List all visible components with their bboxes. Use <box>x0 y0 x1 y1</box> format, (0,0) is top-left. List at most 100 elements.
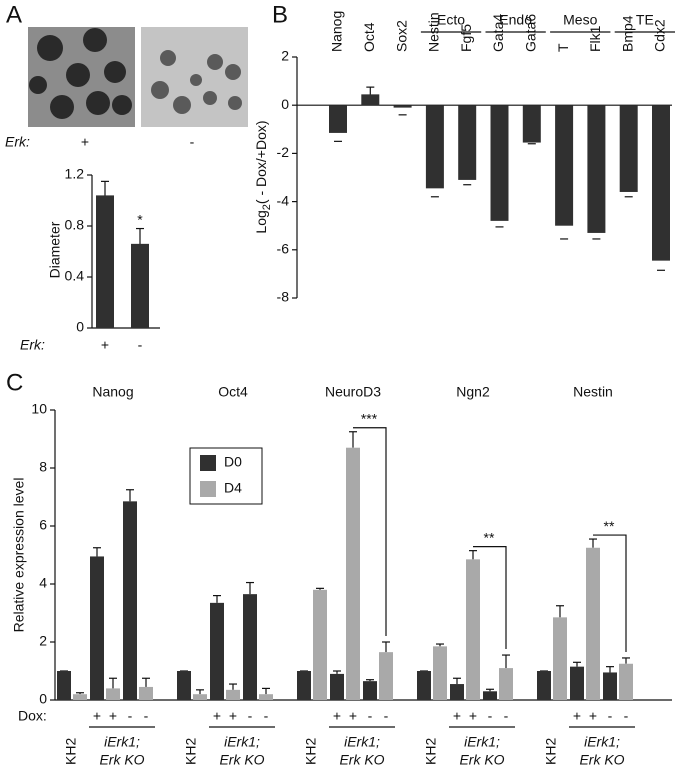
dox-label: - <box>488 708 493 724</box>
bar <box>259 694 273 700</box>
bar <box>363 681 377 700</box>
dox-label: - <box>608 708 613 724</box>
bar <box>425 105 444 189</box>
bar <box>243 594 257 700</box>
y-tick-label: 0.8 <box>65 217 85 233</box>
legend-swatch <box>200 455 216 471</box>
x-tick-label: - <box>138 337 143 353</box>
bar <box>57 671 71 700</box>
spheroids-plus <box>29 28 132 119</box>
y-axis-label: Log2( - Dox/+Dox) <box>253 120 273 233</box>
bar <box>361 94 380 106</box>
dox-label: - <box>368 708 373 724</box>
bar <box>433 646 447 700</box>
bar <box>346 447 360 700</box>
x-tick-label: Gata6 <box>523 14 539 52</box>
bar <box>555 105 574 226</box>
x-tick-label: Oct4 <box>361 22 377 52</box>
y-tick-label: 6 <box>39 517 47 533</box>
bar <box>586 547 600 700</box>
strain-label: iErk1; <box>224 734 260 750</box>
x-tick-label: Gata4 <box>490 14 506 52</box>
dox-label: + <box>93 708 101 724</box>
dox-label: + <box>333 708 341 724</box>
y-tick-label: -6 <box>277 241 290 257</box>
gene-title: Nestin <box>573 384 613 400</box>
image-label: - <box>190 134 195 150</box>
dox-label: - <box>144 708 149 724</box>
dox-label: + <box>573 708 581 724</box>
x-tick-label: Bmp4 <box>619 15 635 52</box>
panel-label: A <box>6 1 22 28</box>
bar <box>466 559 480 700</box>
bar <box>499 668 513 700</box>
bar <box>417 671 431 700</box>
image-label: + <box>81 134 89 150</box>
bar <box>458 105 477 180</box>
significance-bracket <box>473 546 507 650</box>
strain-label: iErk1; <box>104 734 140 750</box>
x-tick-label: Flk1 <box>587 25 603 52</box>
dox-label: + <box>229 708 237 724</box>
dox-label: - <box>248 708 253 724</box>
group-label: TE <box>636 12 654 28</box>
y-tick-label: 1.2 <box>65 166 85 182</box>
bar <box>330 673 344 700</box>
strain-label: Erk KO <box>339 752 384 768</box>
y-tick-label: 0 <box>39 691 47 707</box>
bar <box>619 663 633 700</box>
bar <box>329 105 347 133</box>
bar <box>106 688 120 700</box>
gene-title: NeuroD3 <box>325 384 381 400</box>
significance: ** <box>604 518 615 534</box>
dox-label: + <box>453 708 461 724</box>
strain-label: Erk KO <box>579 752 624 768</box>
dox-label: + <box>349 708 357 724</box>
bar <box>297 671 311 700</box>
gene-title: Ngn2 <box>456 384 490 400</box>
x-tick-label: Sox2 <box>393 20 409 52</box>
y-tick-label: -8 <box>277 289 290 305</box>
bar <box>652 105 670 261</box>
strain-label: iErk1; <box>344 734 380 750</box>
strain-label: Erk KO <box>99 752 144 768</box>
bar <box>177 671 191 700</box>
dox-label: - <box>264 708 269 724</box>
bar <box>90 556 104 700</box>
group-label: Endo <box>499 12 532 28</box>
x-tick-label: Nanog <box>329 11 345 52</box>
y-tick-label: 0 <box>281 96 289 112</box>
bar <box>96 195 114 328</box>
bar <box>210 602 224 700</box>
dox-label: + <box>589 708 597 724</box>
sample-label: KH2 <box>423 738 439 765</box>
y-tick-label: 10 <box>31 401 47 417</box>
bar <box>537 671 551 700</box>
y-tick-label: -4 <box>277 192 290 208</box>
y-axis-label-part: Log <box>253 210 269 233</box>
y-tick-label: 2 <box>39 633 47 649</box>
bar <box>570 666 584 700</box>
bar <box>123 501 137 700</box>
bar <box>522 105 541 143</box>
y-tick-label: 2 <box>281 48 289 64</box>
legend-swatch <box>200 481 216 497</box>
y-tick-label: 0 <box>76 319 84 335</box>
significance-bracket <box>593 534 627 652</box>
bar <box>226 689 240 700</box>
bar <box>619 105 638 192</box>
group-label: Meso <box>563 12 597 28</box>
x-axis-label: Erk: <box>20 337 45 353</box>
dox-label: + <box>469 708 477 724</box>
significance: * <box>137 211 143 227</box>
y-axis-label: Relative expression level <box>11 478 27 633</box>
legend-label: D4 <box>224 480 242 496</box>
panel-label: C <box>6 369 23 396</box>
y-tick-label: -2 <box>277 144 290 160</box>
spheroids-minus <box>151 50 242 114</box>
dox-label: - <box>504 708 509 724</box>
sample-label: KH2 <box>303 738 319 765</box>
bar <box>379 652 393 700</box>
x-tick-label: T <box>555 43 571 52</box>
bar <box>313 589 327 700</box>
